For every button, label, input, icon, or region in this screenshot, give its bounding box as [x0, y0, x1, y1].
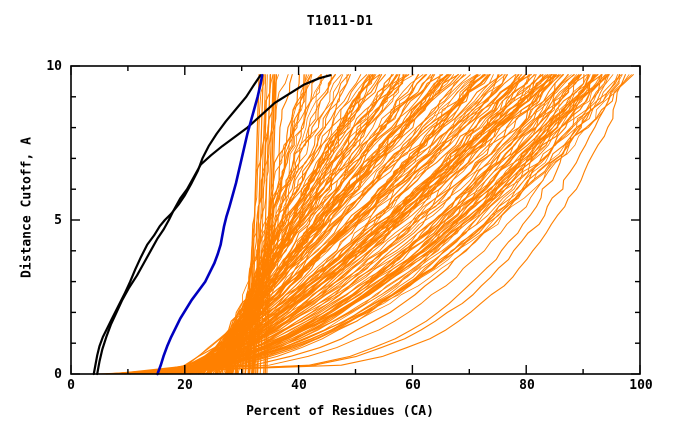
x-tick-label-100: 100 [629, 378, 653, 393]
x-axis-label: Percent of Residues (CA) [246, 404, 434, 419]
series-reference-black-2 [96, 74, 332, 376]
series-reference-black-1 [92, 74, 262, 376]
x-tick-label-20: 20 [177, 378, 193, 393]
reference-curves-group [92, 73, 332, 376]
x-tick-label-80: 80 [519, 378, 535, 393]
y-tick-label-10: 10 [46, 59, 62, 74]
x-tick-label-40: 40 [291, 378, 307, 393]
y-axis-label: Distance Cutoff, A [19, 137, 35, 278]
x-tick-label-0: 0 [67, 378, 75, 393]
plot-title: T1011-D1 [306, 14, 374, 29]
axis-frame-group [70, 65, 641, 375]
series-reference-blue [156, 73, 264, 376]
x-tick-label-60: 60 [405, 378, 421, 393]
prediction-curves-group [95, 74, 634, 375]
y-tick-label-0: 0 [54, 367, 62, 382]
y-tick-label-5: 5 [54, 213, 62, 228]
